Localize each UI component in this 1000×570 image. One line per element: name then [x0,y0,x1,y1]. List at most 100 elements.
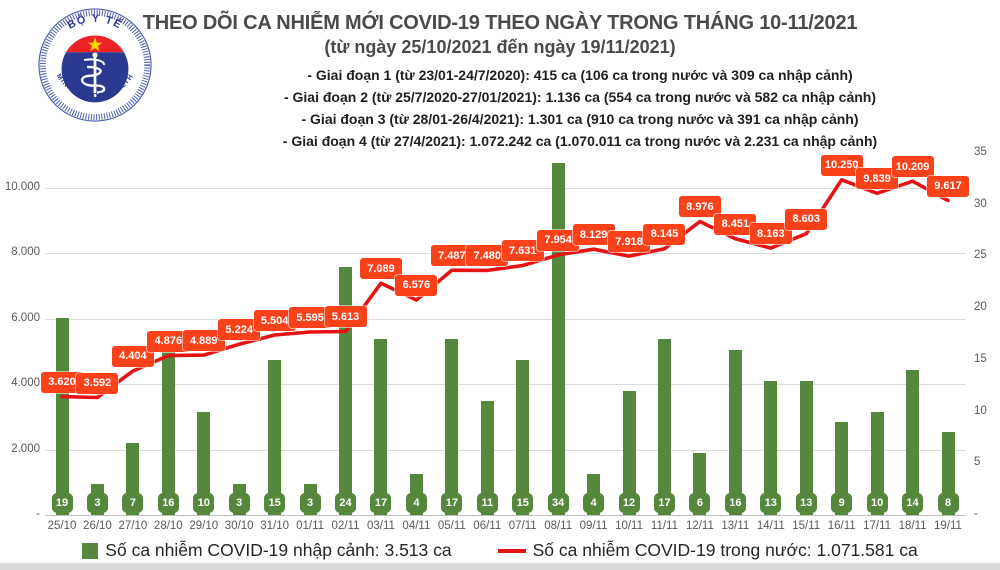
bar-value-badge: 15 [264,493,286,513]
bar-value-badge: 17 [441,493,463,513]
line-data-label: 7.631 [501,240,544,262]
gridline [45,188,966,189]
page-title: THEO DÕI CA NHIỄM MỚI COVID-19 THEO NGÀY… [142,12,858,34]
bar [197,411,211,515]
bar-value-badge: 3 [299,493,321,513]
y-axis-tick-right: 20 [974,301,987,314]
chart-legend: Số ca nhiễm COVID-19 nhập cảnh: 3.513 ca… [0,540,1000,561]
bar-value-badge: 13 [760,493,782,513]
bar [728,349,742,515]
bar [622,390,636,515]
bar-value-badge: 19 [51,493,73,513]
bar [835,421,849,515]
gridline [45,449,966,451]
line-data-label: 10.250 [820,154,863,176]
bar-value-badge: 34 [547,493,569,513]
line-data-label: 10.209 [891,156,934,178]
y-axis-tick-right: 25 [974,249,987,262]
page-subtitle: (từ ngày 25/10/2021 đến ngày 19/11/2021) [324,37,676,57]
line-data-label: 5.595 [289,307,332,329]
logo-top-text: BỘ Y TẾ [66,12,124,31]
bar-value-badge: 17 [370,493,392,513]
bar-value-badge: 17 [653,493,675,513]
x-axis-tick: 03/11 [366,520,395,532]
bar-value-badge: 13 [795,493,817,513]
bar-value-badge: 7 [122,493,144,513]
line-data-label: 5.504 [253,310,296,332]
bar [516,359,530,515]
x-axis-tick: 15/11 [792,520,821,532]
bar [799,380,813,515]
line-data-label: 4.876 [147,330,190,352]
bar-value-badge: 16 [724,493,746,513]
bar [906,370,920,515]
footer-band [0,563,1000,570]
line-data-label: 7.487 [430,245,473,267]
bar [551,163,565,515]
y-axis-tick-right: 15 [974,352,987,365]
line-data-label: 9.839 [856,168,899,190]
line-data-label: 9.617 [927,175,969,197]
x-axis-tick: 17/11 [863,520,892,532]
line-data-label: 6.576 [395,274,438,296]
y-axis-tick-left: 2.000 [11,442,40,455]
line-data-label: 7.918 [608,231,651,253]
asclepius-staff-icon [80,52,106,98]
bar-value-badge: 4 [583,493,605,513]
x-axis-tick: 26/10 [83,520,112,532]
x-axis-tick: 27/10 [118,520,148,532]
x-axis-tick: 04/11 [402,520,431,532]
line-series-swatch-icon [497,548,526,553]
line-data-label: 4.404 [111,345,154,367]
x-axis-tick: 10/11 [615,520,643,532]
bar-value-badge: 8 [937,493,959,513]
bar-value-badge: 11 [476,493,498,513]
y-axis-tick-right: 35 [974,146,987,158]
x-axis-tick: 09/11 [579,520,608,532]
svg-text:BỘ Y TẾ: BỘ Y TẾ [66,12,125,31]
bar [445,339,459,515]
line-data-label: 5.224 [218,319,261,341]
legend-domestic-label: Số ca nhiễm COVID-19 trong nước: 1.071.5… [532,540,918,560]
y-axis-tick-right: - [974,508,978,520]
line-data-label: 7.089 [359,258,402,280]
bar-value-badge: 14 [902,493,924,513]
x-axis-tick: 14/11 [756,520,785,532]
bar-value-badge: 9 [831,493,853,513]
x-axis-tick: 06/11 [473,520,502,532]
bar-value-badge: 10 [866,493,888,513]
x-axis-tick: 31/10 [260,520,290,532]
bar [657,339,671,515]
phase-summary-list: - Giai đoạn 1 (từ 23/01-24/7/2020): 415 … [160,64,1000,152]
x-axis-tick: 30/10 [224,520,254,532]
ministry-of-health-logo: BỘ Y TẾ MINISTRY OF HEALTH [38,8,152,122]
bar-value-badge: 12 [618,493,640,513]
legend-item-domestic: Số ca nhiễm COVID-19 trong nước: 1.071.5… [497,540,918,561]
gridline [45,318,966,320]
x-axis-tick: 25/10 [47,520,77,532]
x-axis-tick: 18/11 [898,520,927,532]
bar [870,411,884,515]
line-data-label: 8.976 [678,196,721,218]
bar [374,339,388,515]
bar [161,349,175,515]
x-axis-tick: 08/11 [544,520,573,532]
phase-line: - Giai đoạn 2 (từ 25/7/2020-27/01/2021):… [283,89,877,105]
phase-line: - Giai đoạn 4 (từ 27/4/2021): 1.072.242 … [282,133,878,149]
y-axis-tick-right: 30 [974,197,987,210]
bar-value-badge: 24 [335,493,357,513]
y-axis-tick-right: 5 [974,456,981,469]
x-axis-tick: 02/11 [331,520,360,532]
bar [764,380,778,515]
bar-value-badge: 3 [228,493,250,513]
line-data-label: 5.613 [324,306,367,328]
line-data-label: 7.954 [537,229,580,251]
x-axis-tick: 28/10 [153,520,183,532]
bar [268,359,282,515]
line-data-label: 3.620 [41,371,83,393]
y-axis-tick-right: 10 [974,404,987,417]
x-axis-tick: 29/10 [189,520,219,532]
y-axis-tick-left: 8.000 [11,246,40,259]
line-data-label: 8.129 [572,224,615,246]
x-axis-line [45,515,966,516]
